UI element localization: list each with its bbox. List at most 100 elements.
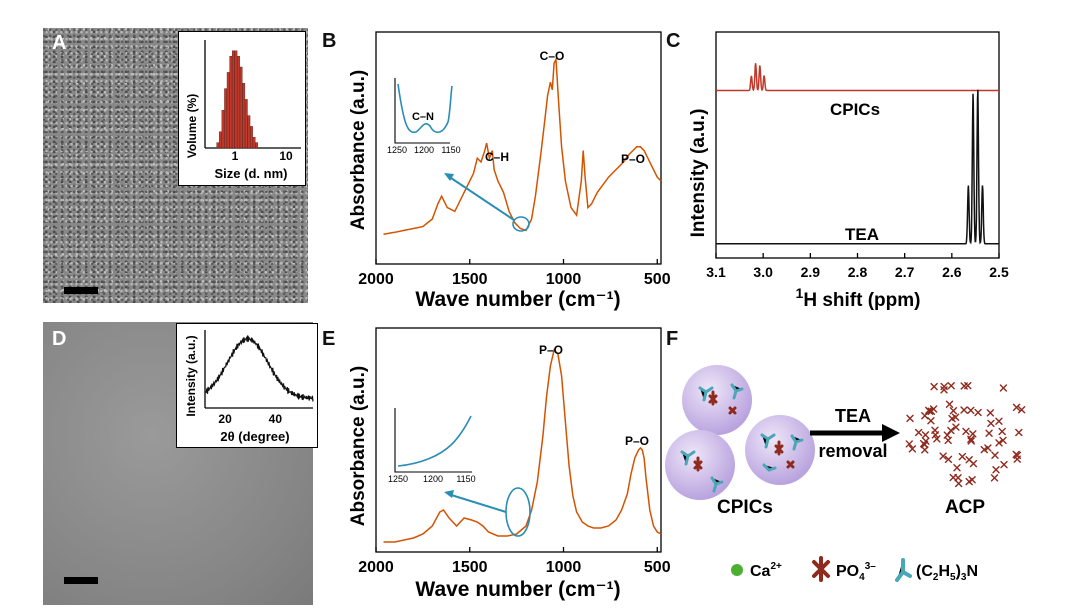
- x-tick-label: 3.0: [753, 264, 773, 280]
- x-tick-label: 500: [644, 271, 670, 288]
- b-inset-label: C–N: [412, 111, 434, 123]
- acp-phosphate: [987, 419, 995, 428]
- c-label-cpics: CPICs: [830, 100, 880, 119]
- acp-phosphate: [985, 429, 993, 438]
- inset-a-ylabel: Volume (%): [185, 94, 199, 158]
- acp-phosphate: [960, 382, 968, 390]
- acp-phosphate: [995, 439, 1003, 447]
- histogram-bar: [226, 72, 230, 149]
- acp-cluster: [905, 381, 1026, 488]
- phosphate-icons: [693, 390, 795, 472]
- c-xlabel: 1H shift (ppm): [796, 285, 921, 311]
- acp-phosphate: [967, 435, 975, 443]
- xrd-curve: [204, 335, 314, 402]
- acp-phosphate: [930, 382, 938, 391]
- c-series-cpics: [716, 63, 999, 92]
- acp-phosphate: [999, 384, 1008, 392]
- arrow-label-tea: TEA: [835, 406, 871, 426]
- acp-phosphate: [968, 476, 976, 484]
- x-tick-label: 500: [644, 559, 670, 576]
- acp-phosphate: [967, 406, 975, 415]
- acp-phosphate: [925, 406, 933, 415]
- x-tick-label: 2000: [358, 559, 394, 576]
- e-zoom-arrowhead: [444, 490, 454, 498]
- legend-tea-sub2: 5: [950, 572, 956, 583]
- acp-phosphate: [969, 430, 977, 438]
- acp-phosphate: [991, 451, 999, 459]
- acp-phosphate: [947, 426, 955, 435]
- panel-label-a: A: [52, 32, 67, 54]
- acp-phosphate: [1012, 403, 1021, 412]
- nmr-chart: Intensity (a.u.) 3.1 3.0 2.9 2.8 2.7 2.6 2.5 1…: [688, 31, 1009, 311]
- e-inset: 1250 1200 1150: [388, 408, 476, 484]
- legend-tea-mid: H: [938, 563, 950, 580]
- histogram-bar: [242, 83, 246, 149]
- b-ann-po: P–O: [621, 152, 645, 166]
- acp-phosphate: [944, 436, 952, 445]
- acp-phosphate: [931, 431, 940, 439]
- e-series-line: [383, 348, 662, 543]
- inset-d-xlabel: 2θ (degree): [220, 429, 289, 444]
- acp-phosphate: [940, 382, 948, 391]
- e-inset-axes: [394, 408, 472, 473]
- acp-phosphate: [1000, 460, 1008, 469]
- legend-tea-end: ): [956, 563, 961, 580]
- cpic-sphere-1: [682, 365, 752, 435]
- acp-phosphate: [999, 436, 1007, 445]
- acp-phosphate: [939, 452, 947, 460]
- legend-po4-text: PO: [836, 563, 859, 580]
- legend-tea-1: (C: [916, 563, 933, 580]
- inset-a-tick-10: 10: [279, 149, 293, 163]
- histogram-bar: [221, 109, 225, 149]
- e-xlabel: Wave number (cm⁻¹): [415, 578, 620, 601]
- acp-phosphate: [944, 455, 953, 464]
- b-zoom-arrowhead: [444, 173, 454, 181]
- histogram-bar: [232, 50, 235, 149]
- legend-tea-n: N: [966, 563, 978, 580]
- legend-ca: Ca2+: [750, 561, 782, 580]
- b-ann-ch: C–H: [485, 150, 509, 164]
- e-inset-curve: [397, 415, 472, 467]
- legend-tea-sub1: 2: [933, 572, 939, 583]
- legend-ca-text: Ca: [750, 563, 771, 580]
- histogram-bar: [237, 56, 240, 149]
- acp-phosphate: [965, 455, 973, 464]
- histogram-bar: [219, 131, 222, 149]
- legend-tea-icon: [895, 558, 912, 582]
- x-tick-label: 3.1: [706, 264, 726, 280]
- legend-po4-icon: [812, 556, 830, 582]
- e-inset-tick-1250: 1250: [388, 474, 408, 484]
- acp-phosphate: [908, 445, 917, 453]
- acp-phosphate: [945, 400, 954, 408]
- e-ylabel: Absorbance (a.u.): [348, 366, 369, 526]
- size-histogram: Volume (%) 1 10 Size (d. nm): [185, 40, 301, 181]
- ftir-chart-acp: Absorbance (a.u.) 2000 1500 1000 500 Wave n…: [348, 327, 670, 601]
- b-zoom-circle: [512, 216, 530, 232]
- arrow-label-removal: removal: [818, 441, 887, 461]
- inset-size-distribution: Volume (%) 1 10 Size (d. nm): [178, 31, 306, 186]
- histogram-bar: [247, 115, 251, 149]
- tea-molecule-icons: [680, 383, 804, 493]
- histogram-bar: [229, 56, 233, 149]
- acp-phosphate: [953, 464, 961, 472]
- acp-phosphate: [1013, 455, 1021, 463]
- inset-d-tick-40: 40: [269, 412, 283, 426]
- e-zoom-arrow: [447, 493, 507, 513]
- histogram-bar: [216, 142, 220, 149]
- panel-label-e: E: [322, 328, 336, 350]
- acp-phosphate: [949, 407, 958, 415]
- b-zoom-arrow: [447, 175, 515, 221]
- b-inset-tick-1250: 1250: [387, 145, 407, 155]
- b-inset-axes: [394, 78, 450, 144]
- histogram-bar: [244, 99, 248, 149]
- histogram-bar: [234, 50, 238, 149]
- e-inset-tick-1150: 1150: [456, 474, 475, 484]
- legend-po4-sub: 4: [859, 572, 865, 583]
- acp-phosphate: [962, 427, 970, 436]
- c-label-tea: TEA: [845, 225, 879, 244]
- acp-phosphate: [922, 437, 930, 445]
- b-inset: C–N 1250 1200 1150: [387, 78, 461, 155]
- acp-phosphate: [960, 406, 968, 414]
- inset-a-tick-1: 1: [232, 149, 239, 163]
- b-series-line: [383, 56, 662, 235]
